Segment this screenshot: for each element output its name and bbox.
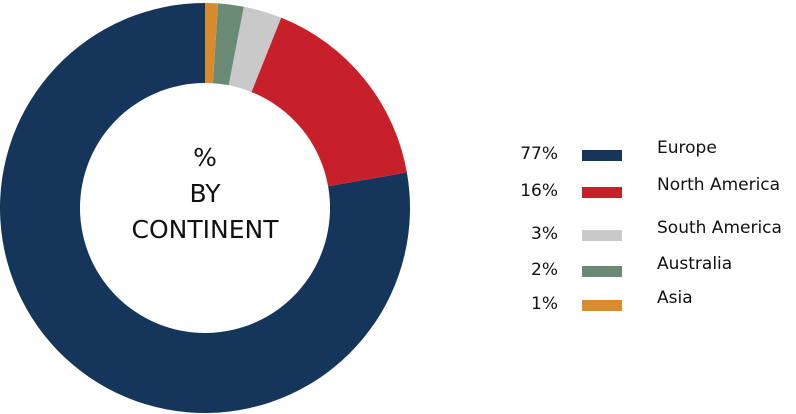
donut-slice — [228, 6, 282, 92]
legend-value: 77% — [520, 144, 558, 164]
legend-swatch — [582, 266, 622, 277]
legend-label: South America — [657, 218, 782, 238]
donut-slice — [205, 3, 219, 84]
donut-slice — [212, 3, 244, 86]
chart-title: % BY CONTINENT — [131, 143, 279, 244]
legend-swatch — [582, 300, 622, 311]
legend-swatch — [582, 230, 622, 241]
legend-label: North America — [657, 175, 780, 195]
legend-value: 1% — [531, 294, 558, 314]
legend-swatch — [582, 187, 622, 198]
legend-value: 2% — [531, 260, 558, 280]
legend-value: 16% — [520, 181, 558, 201]
legend-label: Europe — [657, 138, 717, 158]
legend-swatch — [582, 150, 622, 161]
legend-label: Australia — [657, 254, 732, 274]
donut-slice — [251, 17, 407, 187]
donut-slice — [0, 3, 411, 414]
legend-value: 3% — [531, 224, 558, 244]
legend-label: Asia — [657, 288, 693, 308]
